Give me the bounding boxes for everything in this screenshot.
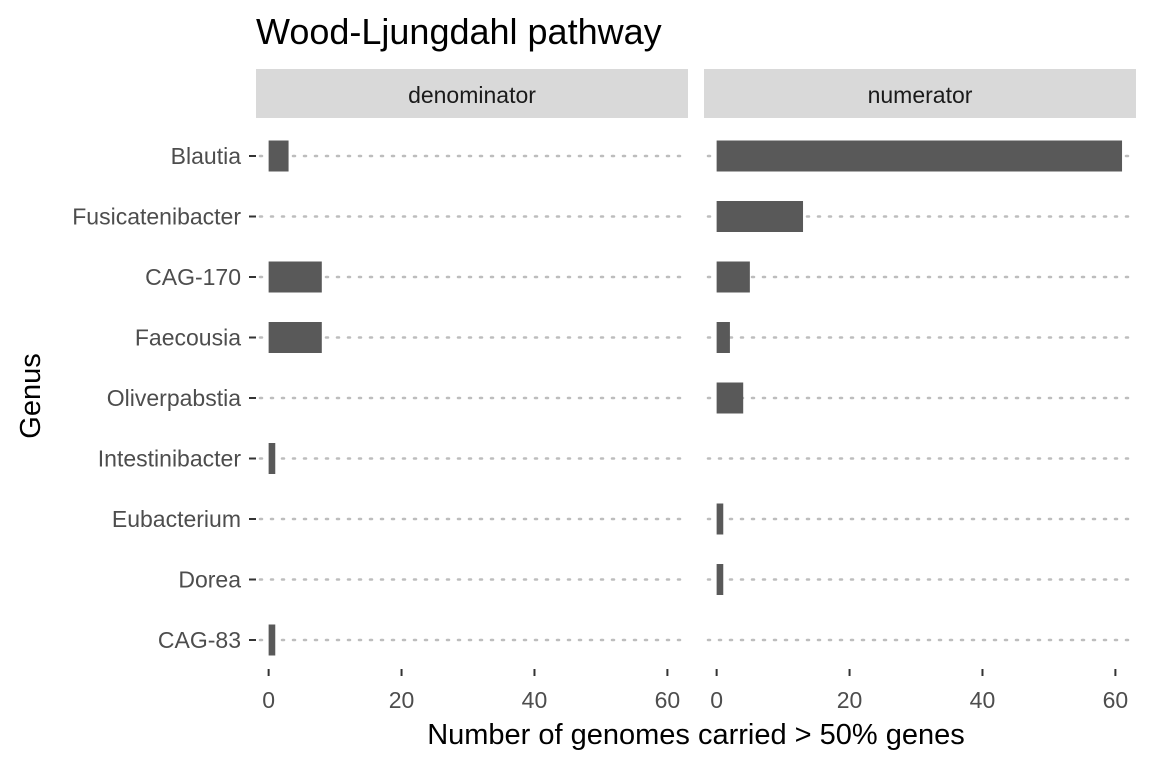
bar: [268, 140, 289, 172]
facet-numerator: numerator 0 20 40 60: [704, 69, 1136, 713]
x-tick-label: 0: [262, 687, 275, 713]
y-tick-label: Oliverpabstia: [107, 385, 241, 411]
facet-denominator: denominator 0 20 40 60: [256, 69, 688, 713]
bars: [268, 140, 322, 656]
x-tick-label: 60: [655, 687, 681, 713]
y-tick-label: Intestinibacter: [98, 446, 242, 472]
facet-strip-label: numerator: [868, 82, 973, 108]
y-tick-label: Faecousia: [135, 325, 241, 351]
y-tick-label: Fusicatenibacter: [72, 204, 241, 230]
bar: [268, 624, 276, 656]
gridlines: [258, 154, 686, 642]
x-axis: 0 20 40 60: [710, 669, 1128, 713]
y-tick-label: Dorea: [178, 567, 241, 593]
bar: [716, 564, 724, 595]
facet-strip-denominator: [256, 69, 688, 118]
y-tick-label: CAG-170: [145, 264, 241, 290]
x-tick-label: 20: [389, 687, 415, 713]
y-axis: Blautia Fusicatenibacter CAG-170 Faecousia O…: [72, 143, 256, 653]
facet-strip-numerator: [704, 69, 1136, 118]
bar: [716, 503, 724, 535]
bar: [716, 201, 804, 232]
bar: [268, 443, 276, 474]
chart-title: Wood-Ljungdahl pathway: [256, 11, 662, 52]
bar: [716, 261, 750, 293]
bar: [268, 261, 322, 293]
y-tick-label: Blautia: [171, 143, 242, 169]
bars: [716, 140, 1123, 595]
x-axis: 0 20 40 60: [262, 669, 680, 713]
x-tick-label: 20: [837, 687, 863, 713]
x-tick-label: 40: [970, 687, 996, 713]
x-tick-label: 40: [522, 687, 548, 713]
bar: [716, 140, 1123, 172]
x-tick-label: 0: [710, 687, 723, 713]
x-tick-label: 60: [1103, 687, 1129, 713]
y-tick-label: CAG-83: [158, 627, 241, 653]
y-axis-title: Genus: [15, 353, 47, 438]
bar: [716, 322, 730, 353]
bar: [268, 322, 322, 353]
facet-strip-label: denominator: [408, 82, 536, 108]
x-axis-title: Number of genomes carried > 50% genes: [427, 719, 965, 751]
bar: [716, 382, 744, 414]
y-tick-label: Eubacterium: [112, 506, 241, 532]
